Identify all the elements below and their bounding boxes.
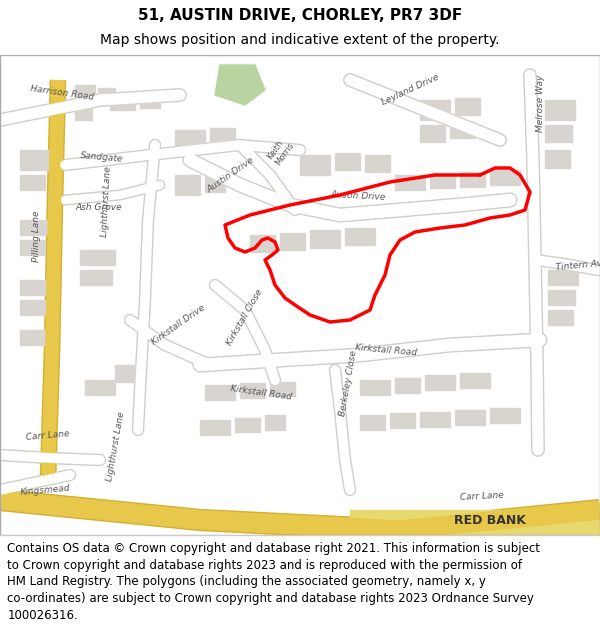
Polygon shape	[548, 310, 573, 325]
Polygon shape	[205, 175, 225, 192]
Polygon shape	[240, 383, 265, 398]
Polygon shape	[460, 172, 485, 187]
Text: 51, AUSTIN DRIVE, CHORLEY, PR7 3DF: 51, AUSTIN DRIVE, CHORLEY, PR7 3DF	[138, 8, 462, 23]
Polygon shape	[420, 100, 450, 120]
Text: to Crown copyright and database rights 2023 and is reproduced with the permissio: to Crown copyright and database rights 2…	[7, 559, 522, 572]
Polygon shape	[450, 122, 475, 138]
Polygon shape	[548, 290, 575, 305]
Polygon shape	[455, 410, 485, 425]
Text: Keith
Morris: Keith Morris	[265, 134, 296, 167]
Polygon shape	[75, 85, 95, 100]
Text: Kirkstall Road: Kirkstall Road	[230, 384, 293, 402]
Polygon shape	[425, 375, 455, 390]
Text: Kirkstall Drive: Kirkstall Drive	[150, 304, 207, 347]
Text: Austin Drive: Austin Drive	[205, 156, 256, 195]
Text: Tintern Avenue: Tintern Avenue	[555, 257, 600, 272]
Polygon shape	[200, 420, 230, 435]
Polygon shape	[455, 98, 480, 115]
Polygon shape	[360, 380, 390, 395]
Polygon shape	[75, 105, 92, 120]
Polygon shape	[20, 300, 45, 315]
Polygon shape	[20, 175, 45, 190]
Polygon shape	[460, 373, 490, 388]
Polygon shape	[420, 125, 445, 142]
Text: Carr Lane: Carr Lane	[460, 491, 504, 502]
Text: Leyland Drive: Leyland Drive	[380, 72, 440, 107]
Text: Kingsmead: Kingsmead	[20, 484, 71, 497]
Polygon shape	[430, 173, 455, 188]
Polygon shape	[265, 415, 285, 430]
Polygon shape	[115, 365, 145, 382]
Polygon shape	[175, 175, 200, 195]
Text: Pilling Lane: Pilling Lane	[32, 211, 41, 262]
Polygon shape	[490, 170, 520, 185]
Polygon shape	[548, 270, 578, 285]
Polygon shape	[490, 408, 520, 423]
Polygon shape	[420, 412, 450, 427]
Polygon shape	[98, 88, 115, 100]
Text: Map shows position and indicative extent of the property.: Map shows position and indicative extent…	[100, 32, 500, 47]
Text: Contains OS data © Crown copyright and database right 2021. This information is : Contains OS data © Crown copyright and d…	[7, 542, 540, 555]
Polygon shape	[140, 95, 160, 108]
Polygon shape	[215, 65, 265, 105]
Polygon shape	[20, 240, 45, 255]
Text: Berkeley Close: Berkeley Close	[338, 349, 358, 417]
Polygon shape	[85, 380, 115, 395]
Polygon shape	[545, 150, 570, 168]
Text: Harrison Road: Harrison Road	[30, 84, 95, 102]
Polygon shape	[280, 233, 305, 250]
Polygon shape	[360, 415, 385, 430]
Text: Ash Grove: Ash Grove	[75, 203, 122, 212]
Polygon shape	[300, 155, 330, 175]
Polygon shape	[210, 128, 235, 145]
Text: Kirkstall Road: Kirkstall Road	[355, 342, 418, 357]
Polygon shape	[350, 510, 600, 535]
Text: 100026316.: 100026316.	[7, 609, 78, 622]
Polygon shape	[80, 270, 112, 285]
Polygon shape	[205, 385, 235, 400]
Text: Lighthurst Lane: Lighthurst Lane	[100, 166, 113, 237]
Polygon shape	[270, 382, 295, 396]
Polygon shape	[80, 250, 115, 265]
Polygon shape	[250, 235, 275, 252]
Polygon shape	[20, 330, 48, 345]
Text: Kirkstall Close: Kirkstall Close	[225, 288, 265, 347]
Text: Austin Drive: Austin Drive	[330, 190, 386, 202]
Polygon shape	[345, 228, 375, 245]
Polygon shape	[110, 95, 135, 110]
Polygon shape	[235, 418, 260, 432]
Polygon shape	[395, 378, 420, 393]
Text: co-ordinates) are subject to Crown copyright and database rights 2023 Ordnance S: co-ordinates) are subject to Crown copyr…	[7, 592, 534, 605]
Polygon shape	[310, 230, 340, 248]
Polygon shape	[545, 100, 575, 120]
Polygon shape	[395, 175, 425, 190]
Polygon shape	[20, 220, 48, 235]
Text: Carr Lane: Carr Lane	[25, 429, 70, 442]
Text: RED BANK: RED BANK	[454, 514, 526, 526]
Text: Lighthurst Lane: Lighthurst Lane	[105, 411, 126, 482]
Polygon shape	[335, 153, 360, 170]
Polygon shape	[20, 150, 50, 170]
Polygon shape	[20, 280, 50, 295]
Polygon shape	[175, 130, 205, 148]
Polygon shape	[365, 155, 390, 172]
Polygon shape	[545, 125, 572, 142]
Text: Melrose Way: Melrose Way	[536, 74, 545, 132]
Polygon shape	[390, 413, 415, 428]
Text: HM Land Registry. The polygons (including the associated geometry, namely x, y: HM Land Registry. The polygons (includin…	[7, 576, 486, 589]
Text: Sandgate: Sandgate	[80, 151, 124, 164]
